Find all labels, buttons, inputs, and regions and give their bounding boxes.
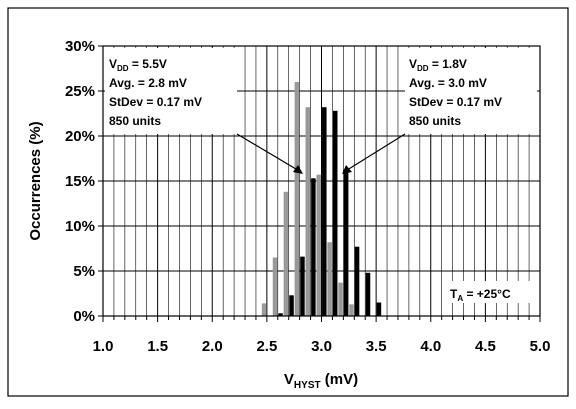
bar xyxy=(261,303,267,316)
annotation-line: VDD = 5.5V xyxy=(109,57,167,73)
axis-tick-marks xyxy=(98,45,541,322)
x-tick-label: 4.0 xyxy=(420,338,441,355)
bar xyxy=(311,178,316,316)
bar xyxy=(289,295,294,316)
bar xyxy=(316,174,321,316)
annotation-line: StDev = 0.17 mV xyxy=(109,95,202,109)
bar xyxy=(294,82,300,316)
annotation-line: 850 units xyxy=(109,114,161,128)
annotation-line: 850 units xyxy=(409,114,461,128)
x-tick-label: 4.5 xyxy=(475,338,496,355)
y-axis-label: Occurrences (%) xyxy=(27,121,44,240)
annotation-line: StDev = 0.17 mV xyxy=(409,95,502,109)
y-tick-label: 15% xyxy=(65,173,95,190)
bar xyxy=(327,242,332,316)
x-tick-labels: 1.0 1.5 2.0 2.5 3.0 3.5 4.0 4.5 5.0 xyxy=(93,338,551,355)
x-tick-label: 2.0 xyxy=(202,338,223,355)
y-tick-label: 30% xyxy=(65,38,95,55)
bar xyxy=(332,110,338,316)
y-tick-label: 0% xyxy=(73,308,95,325)
x-tick-label: 3.5 xyxy=(366,338,387,355)
bar xyxy=(376,302,382,316)
bar xyxy=(272,257,278,316)
y-tick-labels: 0% 5% 10% 15% 20% 25% 30% xyxy=(65,38,95,325)
y-tick-label: 10% xyxy=(65,218,95,235)
bars-group xyxy=(261,82,382,316)
bar xyxy=(278,313,283,316)
annotation-box xyxy=(405,48,537,134)
x-tick-label: 1.5 xyxy=(147,338,168,355)
bar xyxy=(343,170,349,316)
x-tick-label: 2.5 xyxy=(256,338,277,355)
bar xyxy=(300,256,305,316)
y-tick-label: 25% xyxy=(65,83,95,100)
bar xyxy=(365,272,371,316)
bar xyxy=(338,282,343,316)
bar xyxy=(349,304,354,316)
arrowhead-right xyxy=(342,165,352,174)
x-tick-label: 3.0 xyxy=(311,338,332,355)
arrowhead-left xyxy=(293,165,303,174)
x-axis-label: VHYST (mV) xyxy=(284,371,358,391)
condition-label: TA = +25°C xyxy=(442,281,536,303)
arrow-right xyxy=(343,133,406,173)
annotation-line: Avg. = 2.8 mV xyxy=(109,76,187,90)
bar xyxy=(283,191,289,316)
condition-box xyxy=(442,281,536,303)
y-tick-label: 5% xyxy=(73,263,95,280)
y-tick-label: 20% xyxy=(65,128,95,145)
x-tick-label: 5.0 xyxy=(530,338,551,355)
annotation-arrows xyxy=(236,133,406,174)
annotation-box xyxy=(105,48,237,134)
annotation-line: VDD = 1.8V xyxy=(409,57,467,73)
bar xyxy=(354,246,360,316)
bar xyxy=(305,107,311,316)
annotation-line: Avg. = 3.0 mV xyxy=(409,76,487,90)
bar xyxy=(322,107,327,316)
condition-text: TA = +25°C xyxy=(450,287,511,303)
annotation-vdd-1-8v: VDD = 1.8V Avg. = 3.0 mV StDev = 0.17 mV… xyxy=(405,48,537,134)
x-tick-label: 1.0 xyxy=(93,338,114,355)
annotation-vdd-5-5v: VDD = 5.5V Avg. = 2.8 mV StDev = 0.17 mV… xyxy=(105,48,237,134)
arrow-left xyxy=(236,133,302,173)
